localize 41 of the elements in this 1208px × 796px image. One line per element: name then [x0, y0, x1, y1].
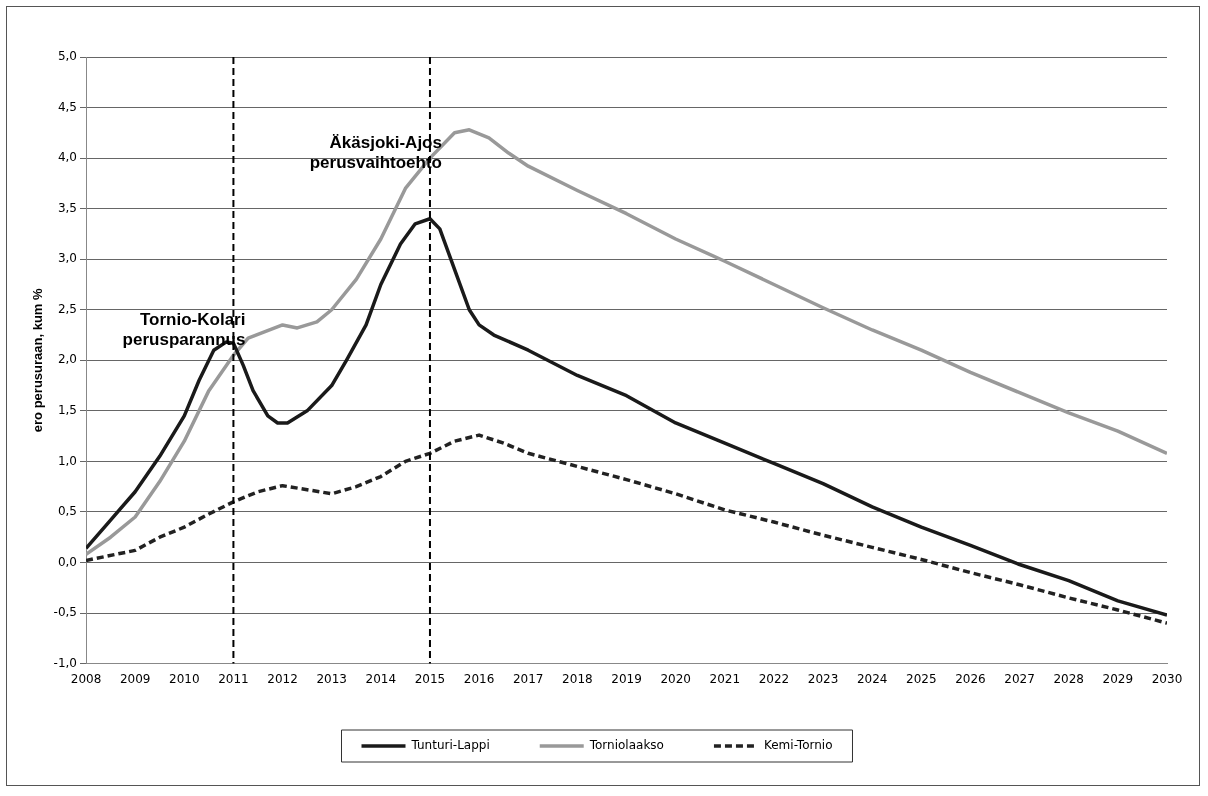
x-tick-label: 2023 — [807, 671, 839, 686]
x-tick-label: 2018 — [562, 671, 593, 686]
y-tick-label: 1,5 — [57, 402, 78, 417]
x-tick-label: 2028 — [1053, 671, 1084, 686]
y-tick-label: 5,0 — [57, 49, 78, 64]
x-tick-label: 2019 — [611, 671, 642, 686]
y-tick-label: 1,0 — [57, 453, 78, 468]
legend-label: Kemi-Tornio — [763, 738, 833, 753]
x-tick-label: 2021 — [709, 671, 741, 686]
y-tick-label: 2,0 — [57, 352, 78, 367]
legend-label: Tunturi-Lappi — [410, 738, 490, 753]
x-tick-label: 2015 — [414, 671, 446, 686]
y-tick-label: -1,0 — [53, 655, 78, 670]
y-tick-label: 0,5 — [57, 504, 78, 519]
legend-label: Torniolaakso — [588, 738, 664, 753]
x-tick-label: 2011 — [218, 671, 249, 686]
y-axis-title: ero perusuraan, kum % — [30, 287, 46, 433]
y-tick-label: -0,5 — [53, 605, 78, 620]
x-tick-label: 2025 — [906, 671, 937, 686]
x-tick-label: 2017 — [512, 671, 544, 686]
y-tick-label: 0,0 — [57, 554, 78, 569]
x-tick-label: 2008 — [70, 671, 102, 686]
x-tick-label: 2016 — [463, 671, 495, 686]
x-tick-label: 2029 — [1102, 671, 1134, 686]
x-tick-label: 2012 — [267, 671, 298, 686]
x-tick-label: 2010 — [169, 671, 200, 686]
y-tick-label: 2,5 — [57, 301, 78, 316]
x-tick-label: 2013 — [316, 671, 347, 686]
x-tick-label: 2027 — [1004, 671, 1035, 686]
x-tick-label: 2026 — [955, 671, 986, 686]
x-tick-label: 2014 — [365, 671, 397, 686]
ref-line-label: Äkäsjoki-Ajos perusvaihtoehto — [309, 132, 442, 172]
x-tick-label: 2020 — [660, 671, 691, 686]
y-tick-label: 3,5 — [57, 200, 78, 215]
x-tick-label: 2024 — [856, 671, 888, 686]
y-tick-label: 4,0 — [57, 150, 78, 165]
x-tick-label: 2009 — [119, 671, 151, 686]
x-tick-label: 2030 — [1151, 671, 1183, 686]
y-tick-label: 4,5 — [57, 99, 78, 114]
y-tick-label: 3,0 — [57, 251, 78, 266]
x-tick-label: 2022 — [758, 671, 790, 686]
